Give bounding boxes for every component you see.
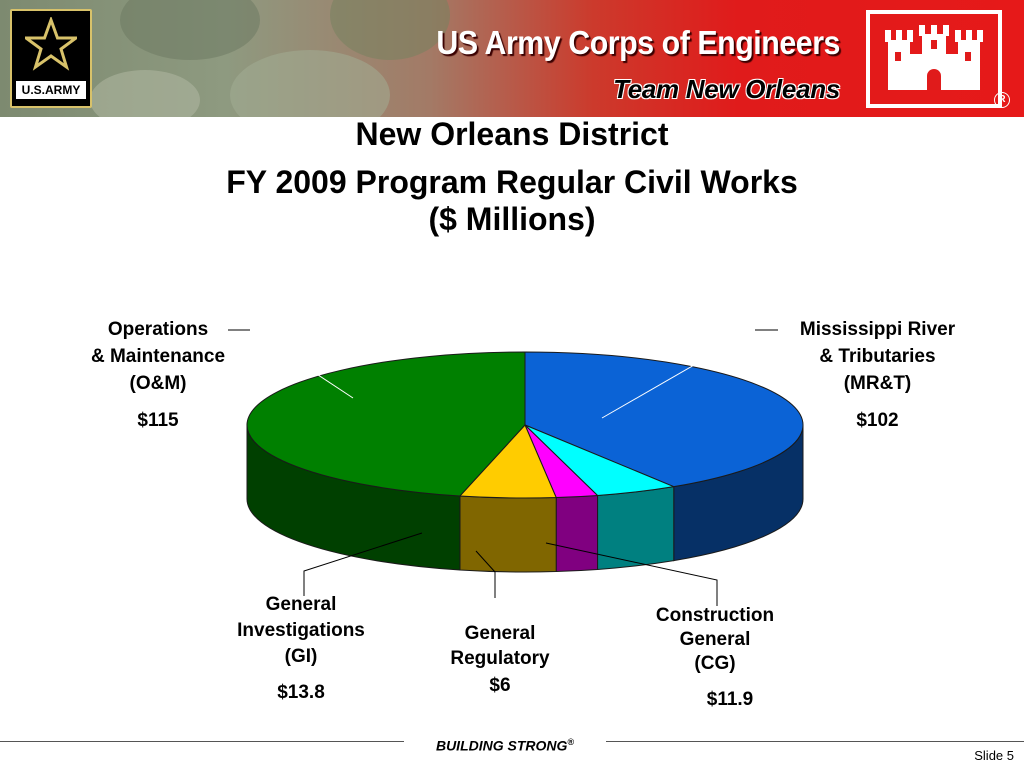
slice-value-mrt: $102	[856, 410, 899, 431]
star-icon	[25, 17, 77, 71]
slice-label-line: Investigations	[237, 620, 365, 641]
slice-label-line: Mississippi River	[799, 319, 956, 340]
slice-label-line: & Tributaries	[819, 346, 936, 367]
slice-label-line: (CG)	[694, 653, 736, 674]
slice-label-line: Operations	[107, 319, 209, 340]
slice-value-gr: $6	[489, 675, 511, 696]
slice-label-line: General	[265, 594, 337, 615]
leader-line-gr	[475, 550, 496, 598]
pie-side-gi	[459, 495, 557, 573]
slide-number: Slide 5	[974, 748, 1014, 763]
leader-line-gi	[303, 532, 423, 596]
team-name: Team New Orleans	[613, 74, 840, 104]
chart-unit: ($ Millions)	[428, 201, 596, 237]
organization-name: US Army Corps of Engineers	[436, 24, 840, 61]
slice-label-cg: Construction General (CG) $11.9	[630, 604, 800, 712]
slice-label-om: Operations & Maintenance (O&M) $115	[58, 316, 258, 434]
slice-label-line: (GI)	[284, 646, 318, 667]
camo-pattern	[90, 70, 200, 117]
pie-side-gr	[555, 494, 599, 573]
leader-line-cg	[545, 542, 718, 606]
chart-subtitle: FY 2009 Program Regular Civil Works	[226, 164, 798, 200]
tagline-text: BUILDING STRONG	[435, 737, 568, 754]
army-wordmark: U.S.ARMY	[16, 81, 86, 99]
leader-lines	[228, 329, 778, 606]
footer-divider	[606, 741, 1024, 742]
footer-divider	[0, 741, 404, 742]
slice-value-gi: $13.8	[277, 682, 325, 703]
pie-sides	[246, 424, 804, 573]
slice-value-om: $115	[137, 410, 179, 431]
slice-label-line: & Maintenance	[90, 346, 226, 367]
castle-logo-icon	[866, 10, 1002, 108]
slice-label-mrt: Mississippi River & Tributaries (MR&T) $…	[770, 316, 985, 434]
pie-slice-om	[246, 351, 526, 497]
chart-title: New Orleans District	[355, 116, 669, 152]
slice-label-line: (MR&T)	[843, 373, 912, 394]
slice-label-line: General	[464, 623, 536, 644]
tagline-mark: ®	[567, 737, 575, 747]
footer-tagline: BUILDING STRONG®	[404, 737, 606, 754]
slice-value-cg: $11.9	[706, 689, 754, 710]
slice-label-line: Construction	[655, 605, 775, 626]
camo-pattern	[230, 50, 390, 117]
pie-tops	[246, 351, 804, 499]
header-banner: U.S.ARMY US Army Corps of Engineers Team…	[0, 0, 1024, 117]
slice-label-gi: General Investigations (GI) $13.8	[210, 592, 392, 706]
army-logo: U.S.ARMY	[10, 9, 92, 108]
slice-label-line: Regulatory	[450, 648, 550, 669]
slice-label-gr: General Regulatory $6	[420, 621, 580, 698]
slice-label-line: General	[679, 629, 751, 650]
registered-mark: R	[994, 92, 1010, 108]
slice-label-line: (O&M)	[129, 373, 187, 394]
pie-slice-mrt	[524, 351, 804, 488]
